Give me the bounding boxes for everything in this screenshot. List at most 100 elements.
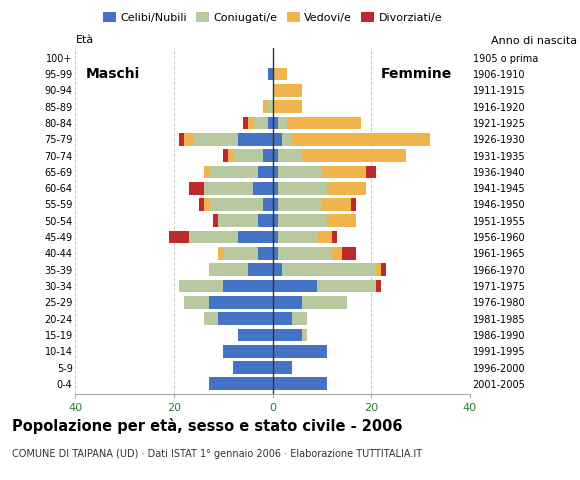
Bar: [278, 215, 327, 227]
Bar: [209, 166, 258, 178]
Bar: [258, 215, 273, 227]
Bar: [204, 312, 219, 325]
Bar: [204, 198, 209, 211]
Bar: [233, 149, 263, 162]
Bar: [253, 182, 273, 194]
Bar: [367, 166, 376, 178]
Text: Età: Età: [75, 35, 93, 45]
Bar: [322, 198, 351, 211]
Text: COMUNE DI TAIPANA (UD) · Dati ISTAT 1° gennaio 2006 · Elaborazione TUTTITALIA.IT: COMUNE DI TAIPANA (UD) · Dati ISTAT 1° g…: [12, 449, 422, 459]
Bar: [204, 182, 253, 194]
Bar: [273, 312, 292, 325]
Bar: [342, 247, 356, 260]
Bar: [253, 117, 268, 129]
Bar: [248, 264, 273, 276]
Bar: [317, 231, 332, 243]
Bar: [218, 247, 223, 260]
Bar: [273, 264, 282, 276]
Bar: [263, 100, 268, 113]
Bar: [223, 280, 273, 292]
Bar: [273, 345, 327, 358]
Bar: [278, 166, 322, 178]
Bar: [194, 133, 238, 145]
Text: Popolazione per età, sesso e stato civile - 2006: Popolazione per età, sesso e stato civil…: [12, 418, 402, 433]
Bar: [209, 198, 263, 211]
Bar: [263, 198, 273, 211]
Bar: [169, 231, 189, 243]
Bar: [273, 149, 278, 162]
Bar: [273, 247, 278, 260]
Bar: [238, 133, 273, 145]
Bar: [278, 198, 322, 211]
Bar: [273, 182, 278, 194]
Bar: [332, 231, 336, 243]
Bar: [302, 328, 307, 341]
Bar: [278, 149, 302, 162]
Bar: [376, 280, 381, 292]
Bar: [322, 166, 367, 178]
Bar: [179, 280, 223, 292]
Bar: [189, 231, 238, 243]
Bar: [258, 166, 273, 178]
Bar: [288, 117, 361, 129]
Bar: [263, 149, 273, 162]
Bar: [273, 84, 302, 97]
Bar: [258, 247, 273, 260]
Bar: [273, 117, 278, 129]
Text: Maschi: Maschi: [85, 67, 140, 81]
Bar: [179, 133, 184, 145]
Bar: [273, 328, 302, 341]
Bar: [238, 231, 273, 243]
Bar: [351, 198, 356, 211]
Bar: [184, 296, 209, 309]
Bar: [223, 149, 229, 162]
Bar: [282, 264, 376, 276]
Bar: [223, 345, 273, 358]
Bar: [278, 117, 288, 129]
Bar: [273, 166, 278, 178]
Bar: [302, 296, 347, 309]
Bar: [268, 100, 273, 113]
Bar: [278, 182, 327, 194]
Bar: [282, 133, 292, 145]
Bar: [209, 296, 273, 309]
Bar: [381, 264, 386, 276]
Bar: [302, 149, 406, 162]
Bar: [273, 100, 302, 113]
Bar: [268, 117, 273, 129]
Bar: [209, 377, 273, 390]
Text: Femmine: Femmine: [381, 67, 452, 81]
Bar: [223, 247, 258, 260]
Bar: [273, 296, 302, 309]
Bar: [209, 264, 248, 276]
Bar: [184, 133, 194, 145]
Bar: [273, 377, 327, 390]
Bar: [376, 264, 381, 276]
Bar: [292, 133, 430, 145]
Bar: [317, 280, 376, 292]
Bar: [268, 68, 273, 81]
Bar: [238, 328, 273, 341]
Legend: Celibi/Nubili, Coniugati/e, Vedovi/e, Divorziati/e: Celibi/Nubili, Coniugati/e, Vedovi/e, Di…: [98, 8, 447, 27]
Bar: [218, 215, 258, 227]
Bar: [229, 149, 233, 162]
Bar: [273, 133, 282, 145]
Bar: [273, 231, 278, 243]
Bar: [273, 280, 317, 292]
Bar: [273, 198, 278, 211]
Bar: [332, 247, 342, 260]
Bar: [243, 117, 248, 129]
Bar: [273, 361, 292, 374]
Bar: [278, 231, 317, 243]
Bar: [189, 182, 204, 194]
Bar: [213, 215, 219, 227]
Bar: [204, 166, 209, 178]
Bar: [292, 312, 307, 325]
Bar: [273, 215, 278, 227]
Bar: [278, 247, 332, 260]
Bar: [233, 361, 273, 374]
Bar: [219, 312, 273, 325]
Bar: [248, 117, 253, 129]
Bar: [273, 68, 288, 81]
Text: Anno di nascita: Anno di nascita: [491, 36, 577, 46]
